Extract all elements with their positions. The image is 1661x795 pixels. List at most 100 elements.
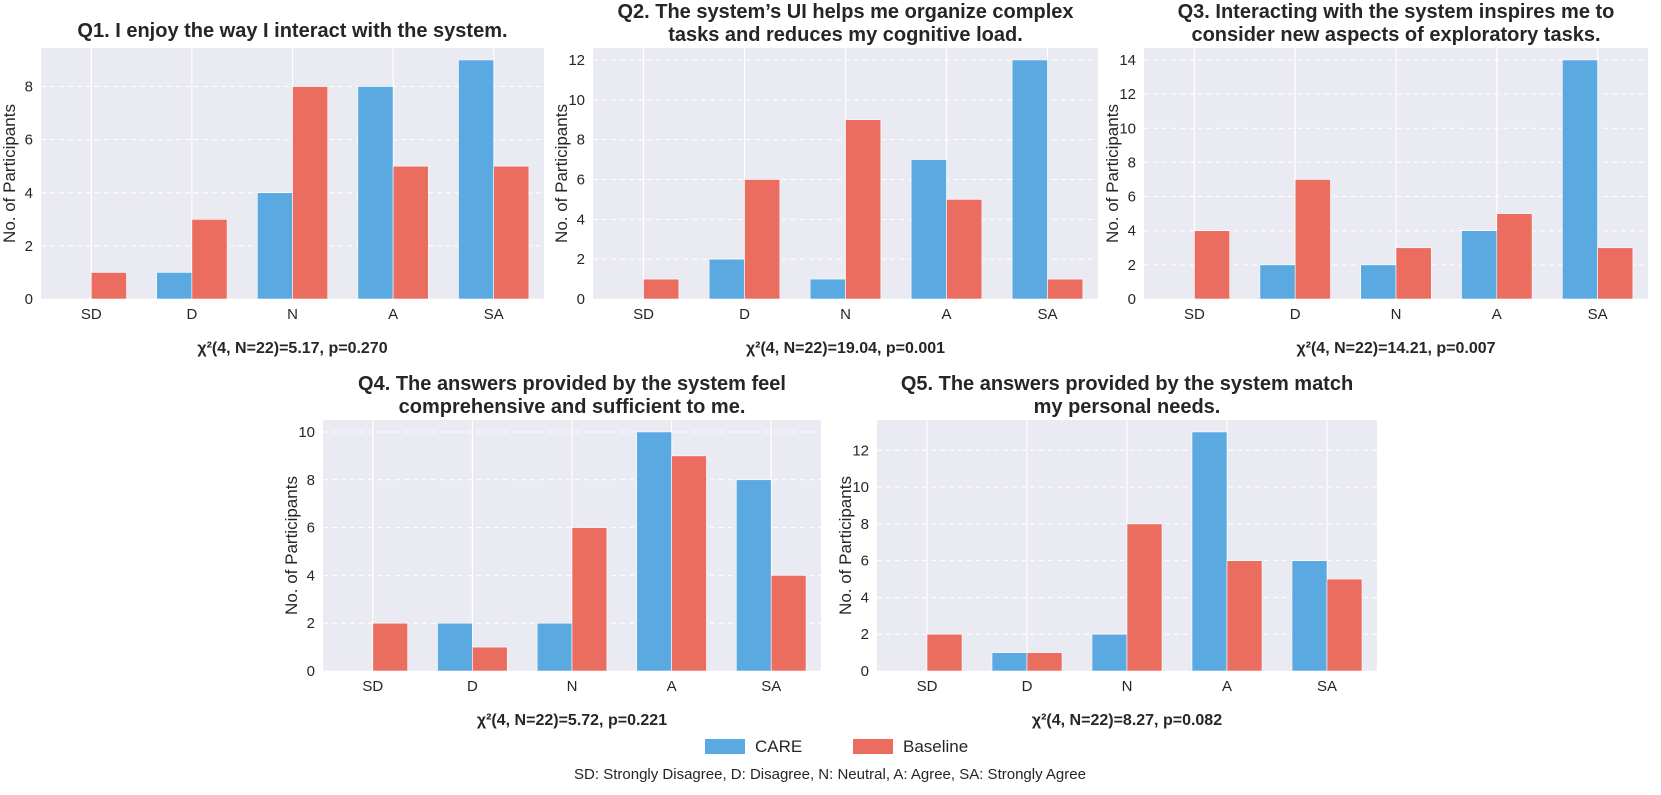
chart3-ytick-label: 2	[1128, 257, 1136, 274]
chart2-ytick-label: 8	[577, 132, 585, 149]
chart3-xtick-label: SD	[1184, 306, 1205, 323]
chart5-xtick-label: SD	[917, 678, 938, 695]
chart1-xtick-label: D	[186, 306, 197, 323]
chart1-ylabel: No. of Participants	[0, 104, 19, 243]
chart2-ytick-label: 4	[577, 211, 585, 228]
chart5-title: my personal needs.	[1034, 396, 1221, 418]
chart5-xlabel-stat: χ²(4, N=22)=8.27, p=0.082	[1032, 712, 1222, 729]
chart4-bar-care-a	[636, 431, 672, 672]
chart2-xtick-label: A	[941, 306, 951, 323]
chart5-ytick-label: 12	[852, 442, 869, 459]
chart2-bar-baseline-a	[946, 199, 983, 300]
chart5-xtick-label: SA	[1317, 678, 1337, 695]
chart4-bar-baseline-sa	[770, 575, 807, 672]
chart3-bar-care-sa	[1562, 59, 1598, 300]
chart3-bar-baseline-n	[1395, 247, 1432, 300]
chart3-ytick-label: 12	[1119, 86, 1136, 103]
chart5-xtick-label: A	[1222, 678, 1232, 695]
chart5-title: Q5. The answers provided by the system m…	[901, 373, 1353, 395]
chart1-xtick-label: A	[388, 306, 398, 323]
chart3-xtick-label: D	[1290, 306, 1301, 323]
chart1-xtick-label: N	[287, 306, 298, 323]
chart4-ylabel: No. of Participants	[282, 476, 301, 615]
chart3-ytick-label: 0	[1128, 291, 1136, 308]
chart5-ytick-label: 0	[861, 663, 869, 680]
chart3-xlabel-stat: χ²(4, N=22)=14.21, p=0.007	[1296, 340, 1495, 357]
chart1-bar-care-a	[357, 86, 394, 300]
chart4-bar-baseline-d	[472, 646, 508, 672]
chart4-xtick-label: N	[567, 678, 578, 695]
chart1-bar-care-n	[256, 192, 293, 300]
chart4-ytick-label: 4	[307, 567, 315, 584]
chart3-bar-care-n	[1360, 264, 1397, 300]
chart3-ytick-label: 14	[1119, 52, 1136, 69]
legend-swatch-baseline	[853, 739, 893, 754]
chart2-ytick-label: 2	[577, 251, 585, 268]
chart5-bar-baseline-d	[1026, 652, 1063, 672]
chart1-xtick-label: SA	[484, 306, 504, 323]
chart3-bar-baseline-a	[1496, 213, 1533, 300]
chart5-bar-baseline-sd	[926, 633, 963, 672]
chart2-ytick-label: 10	[568, 92, 585, 109]
chart5-bar-baseline-a	[1226, 560, 1263, 672]
chart5-bar-care-n	[1091, 633, 1128, 672]
chart2-ytick-label: 12	[568, 52, 585, 69]
chart1-ytick-label: 8	[25, 79, 33, 96]
chart3-bar-care-d	[1259, 264, 1296, 300]
chart2-bar-baseline-n	[845, 119, 882, 300]
chart3-xtick-label: A	[1492, 306, 1502, 323]
chart3-title: Q3. Interacting with the system inspires…	[1178, 1, 1615, 23]
chart4-bar-baseline-n	[571, 527, 608, 672]
chart1-xlabel-stat: χ²(4, N=22)=5.17, p=0.270	[197, 340, 387, 357]
legend-label-care: CARE	[755, 737, 802, 756]
chart2-xlabel-stat: χ²(4, N=22)=19.04, p=0.001	[746, 340, 945, 357]
chart4-ytick-label: 6	[307, 520, 315, 537]
legend-label-baseline: Baseline	[903, 737, 968, 756]
chart2-xtick-label: N	[840, 306, 851, 323]
chart1-ytick-label: 4	[25, 185, 33, 202]
chart4-bar-baseline-sd	[372, 622, 408, 672]
chart1-bar-care-d	[156, 272, 193, 300]
chart2-title: Q2. The system’s UI helps me organize co…	[617, 1, 1073, 23]
chart4-ytick-label: 8	[307, 472, 315, 489]
chart1-title: Q1. I enjoy the way I interact with the …	[77, 20, 507, 42]
chart3-ylabel: No. of Participants	[1103, 104, 1122, 243]
chart4-bar-baseline-a	[671, 455, 707, 672]
chart5-bar-care-a	[1191, 431, 1228, 672]
chart4-bar-care-sa	[736, 479, 772, 672]
chart5-bar-baseline-sa	[1326, 578, 1363, 672]
chart2-bar-care-sa	[1011, 59, 1048, 300]
chart2-bar-baseline-d	[744, 179, 781, 300]
chart3-xtick-label: N	[1391, 306, 1402, 323]
chart2-xtick-label: SA	[1037, 306, 1057, 323]
chart4-xtick-label: D	[467, 678, 478, 695]
chart5-ytick-label: 10	[852, 479, 869, 496]
chart5-ylabel: No. of Participants	[836, 476, 855, 615]
chart4-ytick-label: 2	[307, 615, 315, 632]
chart5-ytick-label: 8	[861, 516, 869, 533]
chart3-bar-baseline-d	[1294, 179, 1331, 300]
chart1-xtick-label: SD	[81, 306, 102, 323]
chart1-bar-baseline-d	[191, 219, 228, 300]
chart3-ytick-label: 10	[1119, 120, 1136, 137]
chart4-bar-care-d	[437, 622, 473, 672]
chart2-xtick-label: D	[739, 306, 750, 323]
chart1-ytick-label: 2	[25, 238, 33, 255]
chart1-bar-care-sa	[458, 59, 494, 300]
footnote: SD: Strongly Disagree, D: Disagree, N: N…	[574, 766, 1086, 783]
chart5-bar-baseline-n	[1126, 523, 1163, 672]
chart1-ytick-label: 0	[25, 291, 33, 308]
chart4-xtick-label: A	[667, 678, 677, 695]
chart5-ytick-label: 6	[861, 553, 869, 570]
chart2-ytick-label: 0	[577, 291, 585, 308]
chart4-title: comprehensive and sufficient to me.	[399, 396, 746, 418]
chart5-xtick-label: N	[1122, 678, 1133, 695]
chart3-title: consider new aspects of exploratory task…	[1191, 24, 1600, 46]
chart1-bar-baseline-sd	[91, 272, 127, 300]
legend-swatch-care	[705, 739, 745, 754]
chart5-ytick-label: 2	[861, 626, 869, 643]
chart2-bar-care-d	[708, 258, 745, 300]
chart4-ytick-label: 10	[298, 424, 315, 441]
chart2-bar-baseline-sa	[1047, 278, 1084, 300]
